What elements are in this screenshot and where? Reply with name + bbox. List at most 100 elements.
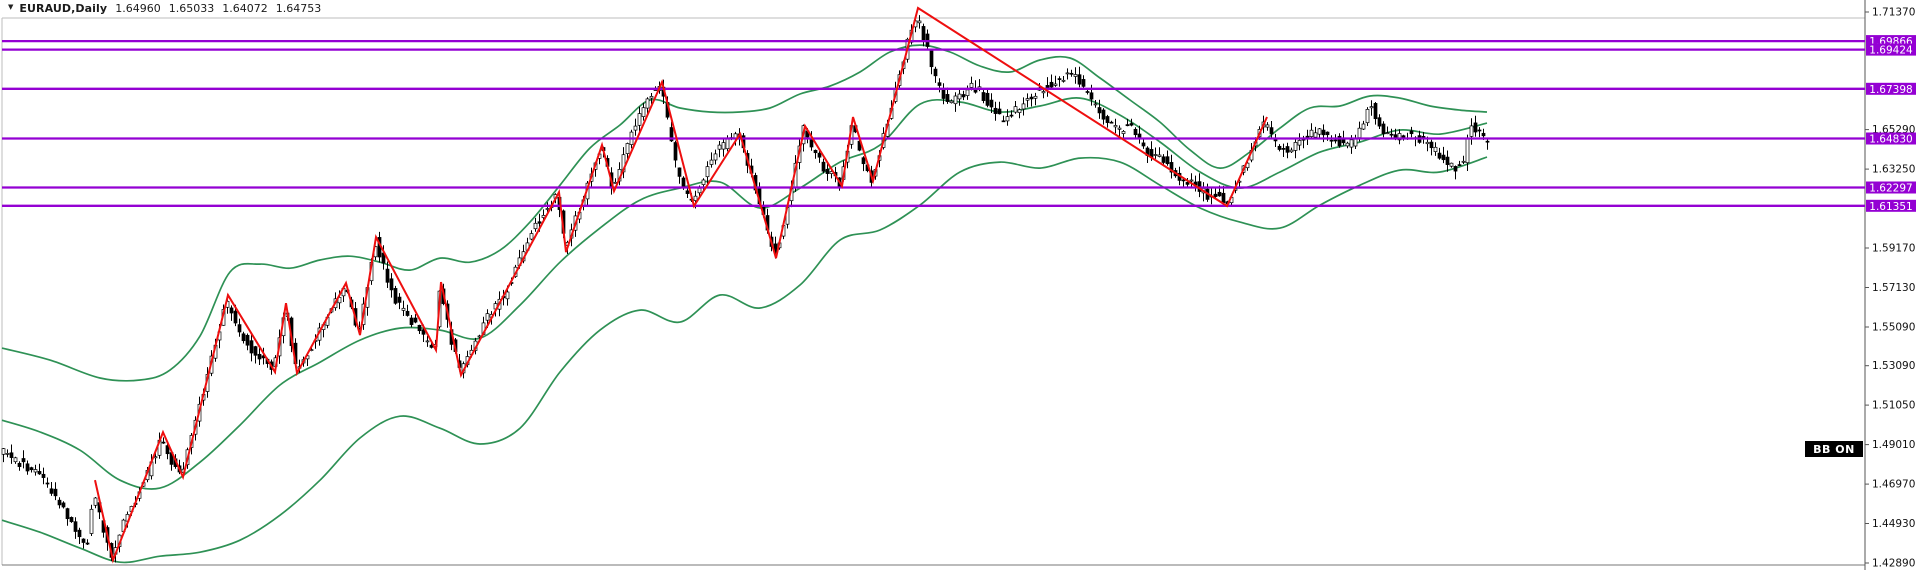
bull-candle-body <box>1061 79 1066 82</box>
bear-candle-body <box>1429 141 1434 149</box>
bull-candle-body <box>13 457 18 463</box>
bear-candle-body <box>9 452 14 458</box>
bear-candle-body <box>1217 191 1222 197</box>
level-price-tag-label: 1.62297 <box>1869 183 1912 195</box>
bull-candle-body <box>5 453 10 455</box>
bull-candle-body <box>1017 109 1022 113</box>
bull-candle-body <box>969 82 974 88</box>
bear-candle-body <box>1029 96 1034 100</box>
price-tick-label: 1.51050 <box>1872 400 1915 412</box>
bear-candle-body <box>1009 114 1014 117</box>
bear-candle-body <box>25 463 30 472</box>
bull-candle-body <box>1093 103 1098 106</box>
bear-candle-body <box>685 190 690 194</box>
bull-candle-body <box>705 166 710 178</box>
bear-candle-body <box>1281 148 1286 150</box>
bear-candle-body <box>1133 128 1138 136</box>
bull-candle-body <box>1465 138 1470 164</box>
bull-candle-body <box>917 20 922 24</box>
bull-candle-body <box>1349 139 1354 148</box>
bear-candle-body <box>1337 135 1342 147</box>
level-price-tag <box>1866 43 1916 56</box>
level-price-tag-label: 1.64830 <box>1869 134 1912 146</box>
bear-candle-body <box>1445 156 1450 165</box>
bull-candle-body <box>1065 72 1070 75</box>
bull-candle-body <box>1469 125 1474 137</box>
level-price-tag <box>1866 132 1916 145</box>
bull-candle-body <box>1 448 6 455</box>
bear-candle-body <box>1169 162 1174 173</box>
bull-candle-body <box>957 93 962 100</box>
bull-candle-body <box>505 291 510 300</box>
collapse-triangle-icon[interactable]: ▼ <box>8 3 14 11</box>
bull-candle-body <box>1425 141 1430 145</box>
bollinger-upper-band <box>1 44 1488 382</box>
bear-candle-body <box>249 340 254 354</box>
bull-candle-body <box>721 142 726 150</box>
bull-candle-body <box>709 159 714 165</box>
bull-candle-body <box>1005 116 1010 122</box>
bear-candle-body <box>421 329 426 335</box>
price-tick-label: 1.53090 <box>1872 360 1915 372</box>
bear-candle-body <box>1389 133 1394 136</box>
bear-candle-body <box>253 346 258 356</box>
close-value: 1.64753 <box>275 1 322 15</box>
bear-candle-body <box>29 467 34 471</box>
bear-candle-body <box>1269 127 1274 135</box>
bear-candle-body <box>37 471 42 475</box>
bear-candle-body <box>77 529 82 538</box>
high-value: 1.65033 <box>168 1 215 15</box>
bear-candle-body <box>929 50 934 68</box>
level-price-tag <box>1866 181 1916 194</box>
bull-candle-body <box>641 107 646 117</box>
bull-candle-body <box>1461 160 1466 163</box>
bear-candle-body <box>1325 131 1330 136</box>
level-price-tag-label: 1.67398 <box>1869 84 1912 96</box>
bear-candle-body <box>17 462 22 467</box>
bull-candle-body <box>1021 103 1026 110</box>
zigzag-indicator-line[interactable] <box>94 6 1268 564</box>
bull-candle-body <box>153 456 158 459</box>
bear-candle-body <box>945 94 950 102</box>
bull-candle-body <box>1113 125 1118 128</box>
bull-candle-body <box>1265 124 1270 128</box>
bear-candle-body <box>1049 81 1054 88</box>
bull-candle-body <box>337 297 342 304</box>
bull-candle-body <box>1309 129 1314 137</box>
bear-candle-body <box>669 127 674 142</box>
bear-candle-body <box>989 99 994 108</box>
bear-candle-body <box>85 542 90 545</box>
bull-candle-body <box>1345 142 1350 147</box>
bear-candle-body <box>1373 103 1378 120</box>
bear-candle-body <box>825 168 830 174</box>
bear-candle-body <box>1213 193 1218 197</box>
bear-candle-body <box>389 278 394 291</box>
bollinger-middle-band <box>1 97 1488 490</box>
bear-candle-body <box>537 221 542 224</box>
bear-candle-body <box>1129 123 1134 126</box>
level-price-tag-label: 1.69424 <box>1869 45 1913 57</box>
bear-candle-body <box>1089 92 1094 100</box>
bear-candle-body <box>53 488 58 497</box>
bear-candle-body <box>41 473 46 478</box>
bull-candle-body <box>1117 127 1122 130</box>
bull-candle-body <box>713 153 718 161</box>
bull-candle-body <box>401 307 406 311</box>
bear-candle-body <box>993 107 998 114</box>
bear-candle-body <box>21 458 26 463</box>
bull-candle-body <box>1189 179 1194 182</box>
bear-candle-body <box>393 288 398 304</box>
price-tick-label: 1.59170 <box>1872 243 1915 255</box>
bear-candle-body <box>65 508 70 520</box>
bb-toggle-button[interactable]: BB ON <box>1805 441 1863 457</box>
bear-candle-body <box>937 82 942 86</box>
bear-candle-body <box>673 142 678 161</box>
bear-candle-body <box>1105 116 1110 123</box>
bear-candle-body <box>1057 78 1062 80</box>
bear-candle-body <box>821 161 826 172</box>
price-tick-label: 1.49010 <box>1872 439 1915 451</box>
bull-candle-body <box>425 340 430 343</box>
bull-candle-body <box>545 208 550 210</box>
horizontal-levels <box>2 39 1865 207</box>
